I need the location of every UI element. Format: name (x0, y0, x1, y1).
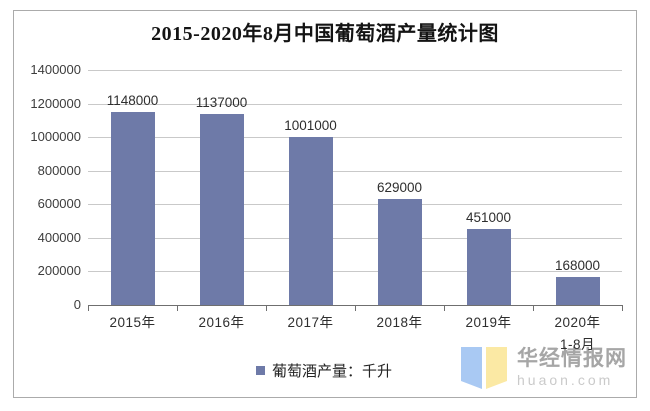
logo-right-page (486, 347, 507, 389)
logo-left-page (461, 347, 482, 389)
bar-value-label: 451000 (465, 210, 512, 226)
axis-tick (177, 305, 178, 311)
bar-value-label: 168000 (554, 257, 601, 273)
bar-value-label: 1148000 (106, 93, 159, 109)
bar (288, 136, 333, 305)
watermark: 华经情报网 huaon.com (458, 342, 627, 394)
x-axis-label: 2020年 1-8月 (523, 314, 632, 353)
x-axis-label: 2019年 (465, 315, 512, 330)
bar (555, 276, 600, 305)
bar (377, 199, 422, 305)
x-axis-label: 2017年 (287, 315, 334, 330)
gridline (88, 237, 622, 239)
chart-title: 2015-2020年8月中国葡萄酒产量统计图 (151, 23, 499, 45)
y-axis-label: 1200000 (30, 95, 81, 111)
axis-tick (533, 305, 534, 311)
bar-value-label: 629000 (376, 180, 423, 196)
y-axis-label: 0 (73, 297, 81, 312)
axis-tick (355, 305, 356, 311)
axis-tick (622, 305, 623, 311)
huaon-logo-icon (461, 347, 507, 389)
gridline (88, 103, 622, 105)
bar-value-label: 1001000 (284, 117, 337, 133)
y-axis-label: 200000 (37, 263, 81, 279)
gridline (88, 271, 622, 273)
bar (110, 112, 155, 305)
bar (466, 229, 511, 305)
gridline (88, 137, 622, 139)
y-axis-label: 600000 (37, 196, 81, 212)
gridline (88, 70, 622, 71)
axis-tick (88, 305, 89, 311)
legend-marker-icon (255, 366, 265, 375)
x-axis-label: 2015年 (109, 315, 156, 330)
legend: 葡萄酒产量：千升 (13, 360, 635, 381)
x-axis-label: 2018年 (376, 315, 423, 330)
gridline (88, 170, 622, 172)
watermark-site-name: 华经情报网 (517, 347, 627, 370)
watermark-site-domain: huaon.com (517, 372, 614, 388)
y-axis-label: 1400000 (30, 62, 81, 77)
x-axis-label: 2016年 (198, 315, 245, 330)
y-axis-label: 1000000 (30, 129, 81, 145)
watermark-text: 华经情报网 huaon.com (517, 347, 627, 389)
y-axis-label: 400000 (37, 229, 81, 245)
bar-value-label: 1137000 (195, 95, 248, 111)
axis-tick (266, 305, 267, 311)
x-axis-sublabel: 1-8月 (559, 337, 595, 352)
axis-tick (444, 305, 445, 311)
gridline (88, 204, 622, 206)
legend-label: 葡萄酒产量：千升 (271, 363, 392, 380)
bar (199, 114, 244, 305)
y-axis-label: 800000 (37, 162, 81, 178)
